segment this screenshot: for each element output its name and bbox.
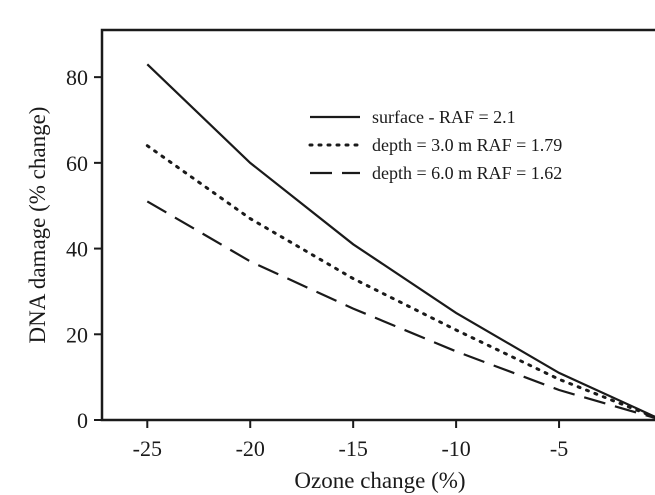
- y-tick-label: 0: [77, 408, 88, 433]
- series-line-1: [146, 63, 655, 419]
- series-line-3: [146, 200, 655, 420]
- legend-label-2: depth = 3.0 m RAF = 1.79: [372, 135, 562, 155]
- legend-label-1: surface - RAF = 2.1: [372, 107, 516, 127]
- x-tick-label: -5: [550, 436, 568, 461]
- y-tick-label: 20: [66, 322, 88, 347]
- y-tick-label: 60: [66, 151, 88, 176]
- x-tick-label: -10: [441, 436, 470, 461]
- plot-frame: [100, 28, 655, 422]
- x-tick-label: -20: [236, 436, 265, 461]
- y-axis-ticks: 0 20 40 60 80: [66, 65, 102, 433]
- series-layer: [145, 63, 655, 420]
- y-tick-label: 40: [66, 237, 88, 262]
- y-tick-label: 80: [66, 65, 88, 90]
- x-axis-label: Ozone change (%): [294, 468, 465, 493]
- x-tick-label: -25: [133, 436, 162, 461]
- legend-label-3: depth = 6.0 m RAF = 1.62: [372, 163, 562, 183]
- x-axis-ticks: -25-20-15-10-50: [133, 420, 568, 461]
- legend: surface - RAF = 2.1 depth = 3.0 m RAF = 1…: [308, 107, 562, 183]
- x-tick-label: -15: [339, 436, 368, 461]
- y-axis-label: DNA damage (% change): [25, 107, 50, 344]
